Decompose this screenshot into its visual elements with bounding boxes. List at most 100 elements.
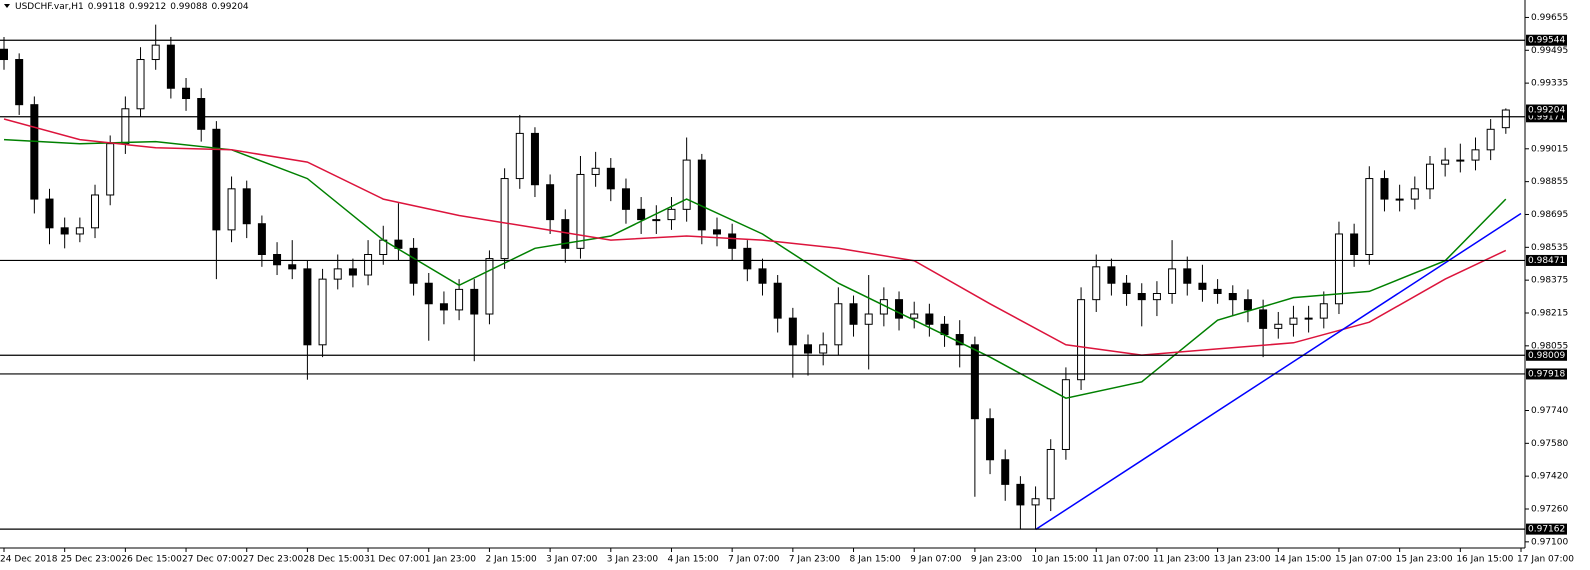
candle-body <box>804 344 813 354</box>
candle-body <box>1001 459 1010 485</box>
candle-body <box>1061 379 1070 450</box>
candle-body <box>136 59 145 110</box>
candle-body <box>591 167 600 175</box>
y-tick-label: 0.97580 <box>1531 439 1568 449</box>
candle-body <box>955 334 964 346</box>
symbol: USDCHF.var,H1 <box>15 2 84 12</box>
candle-body <box>1334 233 1343 305</box>
candle-body <box>455 288 464 311</box>
current-price-box <box>1526 104 1567 116</box>
y-tick-label: 0.98695 <box>1531 210 1568 220</box>
candle-body <box>318 278 327 346</box>
y-tick-label: 0.97740 <box>1531 406 1568 416</box>
candle-body <box>1077 299 1086 381</box>
candle-body <box>834 303 843 346</box>
candle-body <box>1016 483 1025 506</box>
candle-body <box>273 254 282 266</box>
candle-body <box>621 188 630 210</box>
x-tick-label: 1 Jan 23:00 <box>425 555 477 565</box>
x-tick-label: 28 Dec 15:00 <box>303 555 364 565</box>
x-tick-label: 24 Dec 2018 <box>0 555 58 565</box>
candle-body <box>500 178 509 260</box>
y-tick-label: 0.98855 <box>1531 177 1568 187</box>
candle-body <box>1365 178 1374 256</box>
level-label: 0.97918 <box>1528 369 1565 379</box>
x-tick-label: 3 Jan 23:00 <box>607 555 659 565</box>
candle-body <box>1350 233 1359 256</box>
level-label: 0.97162 <box>1528 525 1565 535</box>
candle-body <box>1122 282 1131 294</box>
candle-body <box>242 188 251 225</box>
header: USDCHF.var,H1 0.99118 0.99212 0.99088 0.9920… <box>15 2 249 12</box>
candle-body <box>409 247 418 284</box>
candle-body <box>1486 128 1495 151</box>
x-tick-label: 17 Jan 07:00 <box>1517 555 1574 565</box>
candle-body <box>470 288 479 315</box>
x-tick-label: 13 Jan 23:00 <box>1214 555 1271 565</box>
level-label: 0.98471 <box>1528 256 1565 266</box>
candle-body <box>348 268 357 276</box>
candle-body <box>288 264 297 270</box>
y-tick-label: 0.97260 <box>1531 505 1568 515</box>
x-tick-label: 31 Dec 07:00 <box>364 555 425 565</box>
candle-body <box>1183 268 1192 284</box>
y-tick-label: 0.99335 <box>1531 79 1568 89</box>
x-tick-label: 11 Jan 23:00 <box>1153 555 1210 565</box>
x-tick-label: 10 Jan 15:00 <box>1032 555 1089 565</box>
header-high: 0.99212 <box>129 2 166 12</box>
candle-body <box>182 87 191 100</box>
candle-body <box>546 184 555 221</box>
current-price-label: 0.99204 <box>1528 106 1565 116</box>
candle-body <box>197 98 206 130</box>
level-label: 0.99544 <box>1528 36 1565 46</box>
candle-body <box>682 159 691 210</box>
candle-body <box>1395 198 1404 201</box>
candle-body <box>227 188 236 231</box>
y-tick-label: 0.98535 <box>1531 243 1568 253</box>
menu-arrow[interactable] <box>4 4 10 8</box>
candle-body <box>257 223 266 256</box>
candle-body <box>667 208 676 221</box>
header-close: 0.99204 <box>211 2 248 12</box>
candle-body <box>1046 448 1055 500</box>
indicator-line <box>3 138 1507 399</box>
candle-body <box>75 227 84 235</box>
level-label-box <box>1526 34 1567 46</box>
x-tick-label: 14 Jan 15:00 <box>1274 555 1331 565</box>
header-open: 0.99118 <box>88 2 125 12</box>
y-tick-label: 0.99015 <box>1531 144 1568 154</box>
candle-body <box>106 143 115 196</box>
candle-body <box>121 108 130 145</box>
candle-body <box>758 268 767 284</box>
candle-body <box>530 132 539 186</box>
level-label-box <box>1526 368 1567 380</box>
level-label-box <box>1526 254 1567 266</box>
x-tick-label: 7 Jan 07:00 <box>728 555 780 565</box>
candle-body <box>712 229 721 235</box>
candle-body <box>773 282 782 319</box>
candle-body <box>1289 317 1298 325</box>
y-tick-label: 0.98215 <box>1531 308 1568 318</box>
x-tick-label: 27 Dec 23:00 <box>243 555 304 565</box>
candle-body <box>849 303 858 325</box>
x-tick-label: 15 Jan 23:00 <box>1396 555 1453 565</box>
x-tick-label: 9 Jan 07:00 <box>910 555 962 565</box>
candle-body <box>1410 188 1419 200</box>
level-label-box <box>1526 111 1567 123</box>
candle-body <box>576 173 585 249</box>
candle-body <box>970 344 979 420</box>
x-tick-label: 27 Dec 07:00 <box>182 555 243 565</box>
candle-body <box>743 247 752 270</box>
candle-body <box>1274 323 1283 329</box>
x-tick-label: 8 Jan 15:00 <box>850 555 902 565</box>
candle-body <box>1425 163 1434 190</box>
x-tick-label: 26 Dec 15:00 <box>121 555 182 565</box>
candle-body <box>515 132 524 180</box>
candle-body <box>166 44 175 89</box>
level-label: 0.99171 <box>1528 112 1565 122</box>
y-tick-label: 0.98055 <box>1531 341 1568 351</box>
candle-body <box>212 128 221 231</box>
x-tick-label: 7 Jan 23:00 <box>789 555 841 565</box>
